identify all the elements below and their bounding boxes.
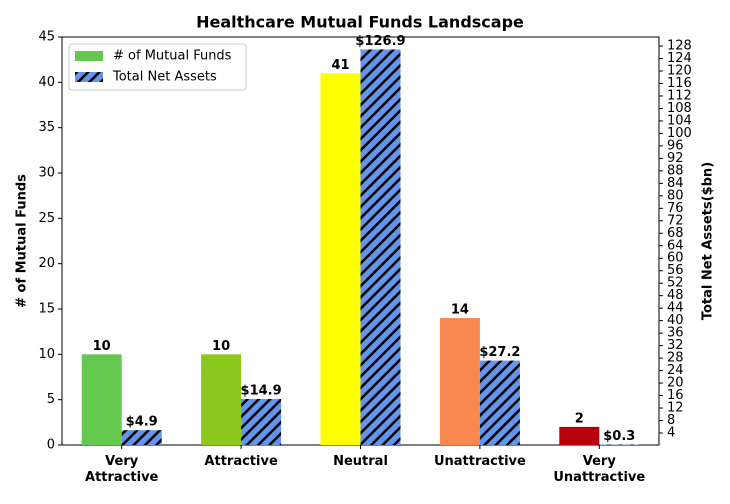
y2-tick-label: 128 bbox=[667, 39, 692, 54]
legend: # of Mutual Funds Total Net Assets bbox=[69, 44, 246, 90]
legend-swatch bbox=[75, 72, 103, 82]
y-axis-label: # of Mutual Funds bbox=[15, 174, 30, 308]
bar bbox=[480, 361, 520, 445]
value-label: 41 bbox=[331, 58, 349, 73]
value-label: $4.9 bbox=[126, 415, 158, 430]
value-label: $0.3 bbox=[603, 429, 635, 444]
y-tick-label: 30 bbox=[38, 166, 55, 181]
y-tick-label: 5 bbox=[47, 392, 55, 407]
bar bbox=[321, 73, 361, 445]
bar bbox=[440, 318, 480, 445]
y-tick-label: 20 bbox=[38, 256, 55, 271]
bar bbox=[122, 430, 162, 445]
y-tick-label: 25 bbox=[38, 211, 55, 226]
legend-swatch bbox=[75, 51, 103, 61]
value-label: $126.9 bbox=[355, 34, 405, 49]
y-tick-label: 35 bbox=[38, 120, 55, 135]
value-label: $14.9 bbox=[241, 383, 282, 398]
value-label: $27.2 bbox=[479, 345, 520, 360]
x-tick-label: Neutral bbox=[333, 454, 388, 469]
x-tick-label: Unattractive bbox=[434, 454, 526, 469]
y-tick-label: 45 bbox=[38, 30, 55, 45]
bar bbox=[201, 354, 241, 445]
y-tick-label: 15 bbox=[38, 302, 55, 317]
y-tick-label: 10 bbox=[38, 347, 55, 362]
y-tick-label: 0 bbox=[47, 438, 55, 453]
y-tick-label: 40 bbox=[38, 75, 55, 90]
bar bbox=[361, 49, 401, 445]
value-label: 10 bbox=[212, 339, 230, 354]
legend-label: Total Net Assets bbox=[112, 70, 217, 85]
bar bbox=[82, 354, 122, 445]
value-label: 14 bbox=[451, 303, 469, 318]
bar bbox=[559, 427, 599, 445]
value-label: 2 bbox=[575, 411, 584, 426]
bar bbox=[241, 399, 281, 445]
value-label: 10 bbox=[93, 339, 111, 354]
legend-label: # of Mutual Funds bbox=[113, 49, 232, 64]
chart-title: Healthcare Mutual Funds Landscape bbox=[196, 13, 524, 32]
x-tick-label: Attractive bbox=[204, 454, 278, 469]
y2-axis-label: Total Net Assets($bn) bbox=[701, 162, 716, 320]
